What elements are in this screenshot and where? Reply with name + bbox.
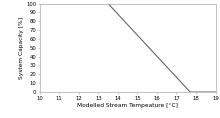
X-axis label: Modelled Stream Tempeature [°C]: Modelled Stream Tempeature [°C] [77,103,178,108]
Y-axis label: System Capacity [%]: System Capacity [%] [19,17,24,79]
